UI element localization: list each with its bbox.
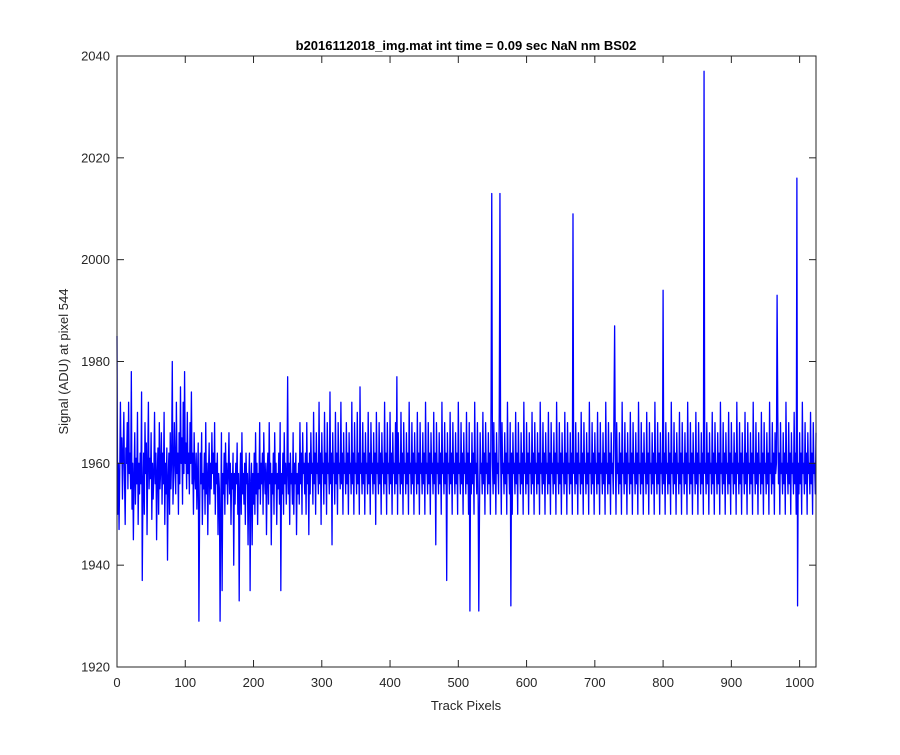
x-tick-label: 0 <box>113 675 120 690</box>
chart-title: b2016112018_img.mat int time = 0.09 sec … <box>296 38 637 53</box>
x-tick-label: 1000 <box>785 675 814 690</box>
x-tick-label: 900 <box>721 675 743 690</box>
y-tick-label: 2020 <box>81 150 110 165</box>
x-axis-label: Track Pixels <box>431 698 502 713</box>
x-tick-label: 500 <box>447 675 469 690</box>
y-tick-label: 2040 <box>81 49 110 64</box>
y-tick-label: 1980 <box>81 354 110 369</box>
y-tick-label: 1920 <box>81 660 110 675</box>
x-tick-label: 600 <box>516 675 538 690</box>
series-group <box>116 70 817 622</box>
x-tick-label: 800 <box>652 675 674 690</box>
x-tick-label: 300 <box>311 675 333 690</box>
x-tick-label: 700 <box>584 675 606 690</box>
y-axis: 1920 1940 1960 1980 2000 2020 2040 <box>81 49 816 675</box>
x-axis: 0 100 200 300 400 500 600 700 800 900 1000 <box>113 56 814 690</box>
y-tick-label: 2000 <box>81 252 110 267</box>
y-axis-label: Signal (ADU) at pixel 544 <box>56 289 71 435</box>
y-tick-label: 1960 <box>81 456 110 471</box>
x-tick-label: 100 <box>174 675 196 690</box>
x-tick-label: 400 <box>379 675 401 690</box>
series-line-0 <box>116 70 817 622</box>
y-tick-label: 1940 <box>81 558 110 573</box>
x-tick-label: 200 <box>243 675 265 690</box>
